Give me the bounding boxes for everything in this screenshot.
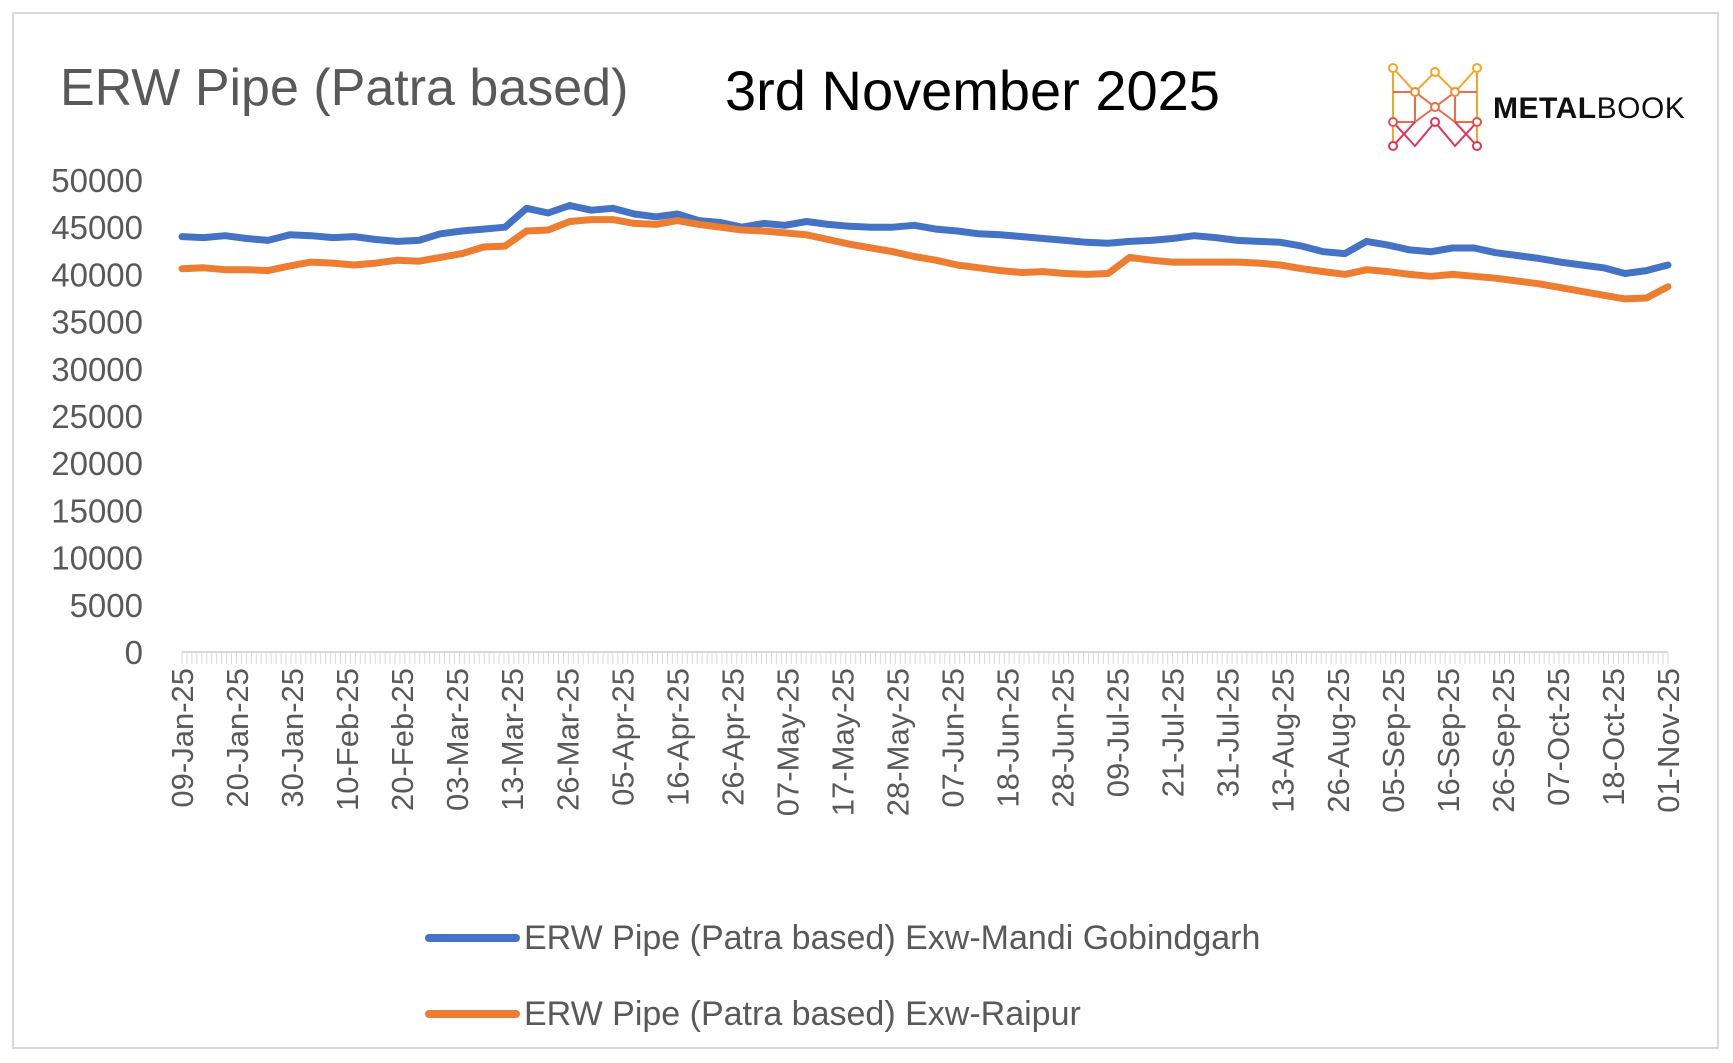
y-tick-label: 10000	[51, 540, 143, 577]
chart-frame	[12, 12, 1719, 1049]
chart-title: ERW Pipe (Patra based)	[60, 59, 629, 117]
y-axis: 0 5000 10000 15000 20000 25000 30000 35000 40000…	[51, 162, 143, 671]
legend-swatch-raipur	[425, 1010, 520, 1018]
x-tick-label: 26-Aug-25	[1321, 668, 1356, 813]
logo-text: METALBOOK	[1493, 92, 1685, 126]
x-tick-label: 20-Jan-25	[220, 668, 255, 808]
x-tick-label: 28-May-25	[880, 668, 915, 816]
legend-label-mandi-gobindgarh: ERW Pipe (Patra based) Exw-Mandi Gobindg…	[524, 918, 1261, 957]
x-tick-label: 13-Mar-25	[495, 668, 530, 811]
x-tick-label: 21-Jul-25	[1156, 668, 1191, 797]
y-tick-label: 20000	[51, 445, 143, 482]
x-tick-labels: 09-Jan-25 20-Jan-25 30-Jan-25 10-Feb-25 20-F…	[165, 668, 1686, 816]
x-tick-label: 07-Jun-25	[936, 668, 971, 808]
y-tick-label: 35000	[51, 304, 143, 341]
x-tick-label: 26-Apr-25	[715, 668, 750, 806]
x-tick-label: 31-Jul-25	[1211, 668, 1246, 797]
x-tick-label: 18-Jun-25	[991, 668, 1026, 808]
network-m-icon	[1388, 63, 1482, 151]
legend-swatch-mandi-gobindgarh	[425, 934, 520, 942]
x-tick-label: 05-Apr-25	[605, 668, 640, 806]
x-tick-label: 26-Sep-25	[1486, 668, 1521, 813]
x-tick-label: 16-Apr-25	[660, 668, 695, 806]
x-tick-label: 13-Aug-25	[1266, 668, 1301, 813]
y-tick-label: 25000	[51, 398, 143, 435]
metalbook-logo: METALBOOK	[1385, 62, 1685, 152]
y-tick-label: 5000	[70, 587, 143, 624]
y-tick-label: 40000	[51, 256, 143, 293]
x-tick-label: 09-Jul-25	[1101, 668, 1136, 797]
x-tick-label: 09-Jan-25	[165, 668, 200, 808]
x-axis	[181, 651, 1669, 664]
y-tick-label: 15000	[51, 492, 143, 529]
x-tick-label: 16-Sep-25	[1431, 668, 1466, 813]
legend-label-raipur: ERW Pipe (Patra based) Exw-Raipur	[524, 994, 1081, 1033]
x-tick-label: 17-May-25	[825, 668, 860, 816]
legend-item-raipur: ERW Pipe (Patra based) Exw-Raipur	[425, 976, 1260, 1052]
x-tick-label: 26-Mar-25	[550, 668, 585, 811]
x-tick-label: 18-Oct-25	[1596, 668, 1631, 806]
x-tick-label: 03-Mar-25	[440, 668, 475, 811]
y-tick-label: 0	[125, 634, 143, 671]
y-tick-label: 45000	[51, 209, 143, 246]
y-tick-label: 50000	[51, 162, 143, 199]
x-tick-label: 30-Jan-25	[275, 668, 310, 808]
series-line-raipur	[178, 216, 1672, 303]
legend: ERW Pipe (Patra based) Exw-Mandi Gobindg…	[425, 900, 1260, 1052]
chart-date: 3rd November 2025	[725, 59, 1220, 122]
x-tick-label: 07-May-25	[770, 668, 805, 816]
x-tick-label: 05-Sep-25	[1376, 668, 1411, 813]
x-tick-label: 10-Feb-25	[330, 668, 365, 811]
legend-item-mandi-gobindgarh: ERW Pipe (Patra based) Exw-Mandi Gobindg…	[425, 900, 1260, 976]
x-tick-label: 07-Oct-25	[1541, 668, 1576, 806]
y-tick-label: 30000	[51, 351, 143, 388]
series-lines	[178, 202, 1672, 303]
x-tick-label: 01-Nov-25	[1651, 668, 1686, 813]
x-tick-label: 28-Jun-25	[1046, 668, 1081, 808]
series-line-mandi-gobindgarh	[178, 202, 1672, 277]
logo-text-bold: METAL	[1493, 92, 1597, 125]
x-tick-label: 20-Feb-25	[385, 668, 420, 811]
logo-text-regular: BOOK	[1596, 92, 1686, 125]
